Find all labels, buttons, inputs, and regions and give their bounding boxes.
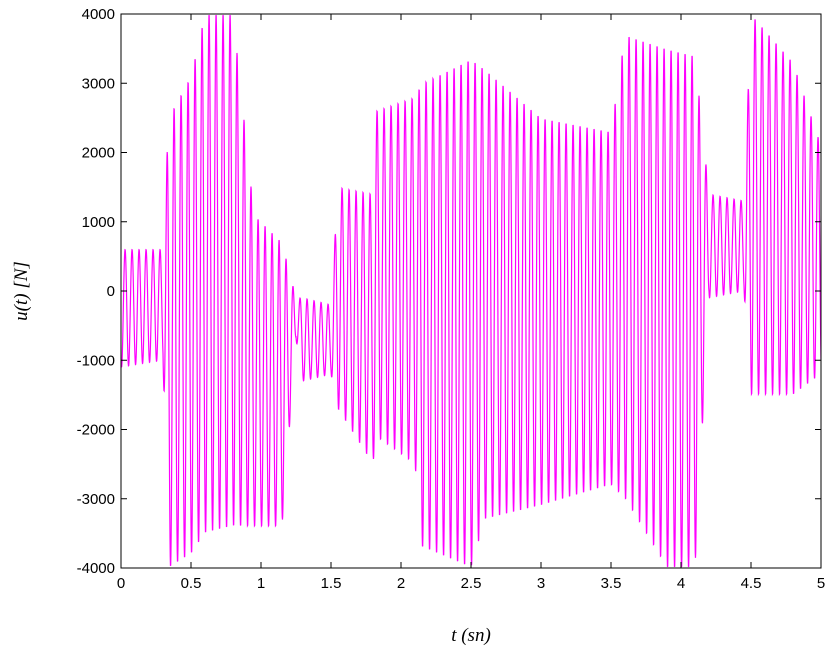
y-axis-label: u(t) [N] xyxy=(11,261,32,321)
y-tick-label: -4000 xyxy=(77,560,115,577)
y-tick-label: 4000 xyxy=(82,6,115,23)
y-tick-label: -1000 xyxy=(77,352,115,369)
x-tick-label: 1 xyxy=(257,575,265,592)
x-tick-label: 4 xyxy=(677,575,685,592)
x-tick-label: 5 xyxy=(817,575,825,592)
y-tick-label: -3000 xyxy=(77,491,115,508)
x-tick-label: 4.5 xyxy=(741,575,762,592)
y-tick-label: 1000 xyxy=(82,214,115,231)
series-line xyxy=(121,14,821,568)
x-axis: 0 0.5 1 1.5 2 2.5 3 3.5 4 4.5 5 xyxy=(117,14,825,592)
y-axis: -4000 -3000 -2000 -1000 0 1000 2000 3000 4000 xyxy=(77,6,821,577)
y-tick-label: -2000 xyxy=(77,422,115,439)
x-tick-label: 2.5 xyxy=(461,575,482,592)
x-axis-label: t (sn) xyxy=(451,625,491,646)
x-tick-label: 1.5 xyxy=(321,575,342,592)
x-tick-label: 0.5 xyxy=(181,575,202,592)
x-tick-label: 0 xyxy=(117,575,125,592)
x-tick-label: 3.5 xyxy=(601,575,622,592)
y-tick-label: 2000 xyxy=(82,145,115,162)
y-tick-label: 3000 xyxy=(82,75,115,92)
series-layer xyxy=(121,14,821,568)
y-tick-label: 0 xyxy=(107,283,115,300)
x-tick-label: 2 xyxy=(397,575,405,592)
x-tick-label: 3 xyxy=(537,575,545,592)
